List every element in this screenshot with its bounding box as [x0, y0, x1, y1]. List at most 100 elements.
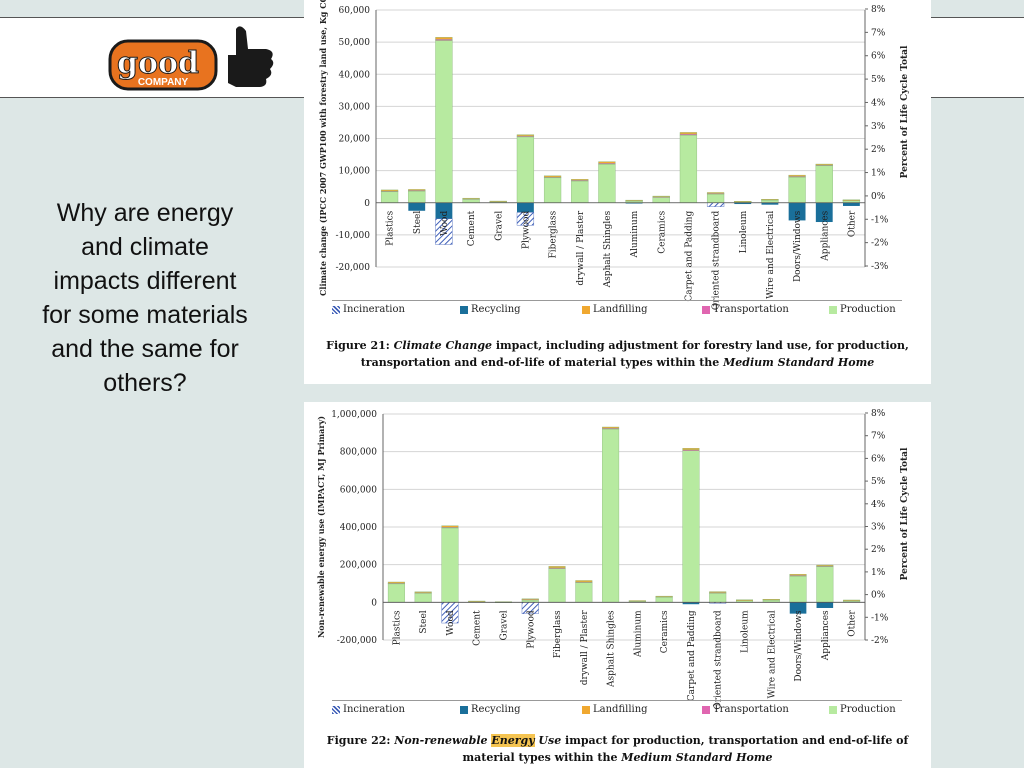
category-label: Plywood [521, 211, 531, 250]
y2-tick-label: 5% [871, 477, 886, 487]
bar-segment-production [575, 582, 593, 603]
bar-segment-landfilling [435, 37, 453, 40]
y2-tick-label: 7% [871, 28, 886, 38]
bar-segment-landfilling [543, 175, 562, 178]
y2-tick-label: 1% [871, 169, 886, 179]
y-tick-label: 40,000 [339, 70, 371, 80]
caption-title-highlight: Energy [491, 734, 535, 747]
y-tick-label: -200,000 [337, 636, 378, 646]
legend-label: Incineration [343, 304, 405, 315]
category-label: Doors/Windows [793, 210, 803, 282]
legend-label: Transportation [713, 304, 789, 315]
y2-tick-label: 8% [871, 5, 886, 15]
bar-segment-landfilling [682, 448, 700, 450]
bar-segment-production [408, 190, 426, 203]
legend-item-recycling: Recycling [460, 704, 521, 715]
bar-segment-landfilling [655, 595, 673, 598]
y2-tick-label: 3% [871, 523, 886, 533]
bar-segment-recycling [842, 202, 860, 206]
bar-segment-production [709, 592, 727, 603]
legend-swatch [582, 705, 590, 714]
bar-segment-landfilling [734, 201, 752, 203]
y2-tick-label: 1% [871, 568, 886, 578]
legend-item-production: Production [829, 304, 896, 315]
bar-segment-production [571, 180, 589, 203]
bar-segment-incineration [706, 202, 725, 207]
y-tick-label: 20,000 [339, 135, 371, 145]
y2-tick-label: -3% [871, 262, 889, 272]
bar-segment-production [387, 583, 405, 603]
bar-segment-landfilling [387, 581, 405, 584]
caption-fig-label: Figure 21: [326, 339, 390, 352]
question-text: Why are energy and climate impacts diffe… [42, 199, 248, 397]
legend-swatch [702, 305, 710, 314]
y-tick-label: 30,000 [339, 102, 371, 112]
bar-segment-recycling [435, 202, 453, 219]
bar-segment-landfilling [735, 599, 754, 601]
bar-segment-landfilling [816, 564, 834, 567]
bar-segment-production [788, 176, 806, 203]
y2-tick-label: 6% [871, 454, 886, 464]
bar-segment-recycling [816, 602, 834, 608]
y2-tick-label: 0% [871, 192, 886, 202]
bar-segment-incineration [516, 212, 535, 226]
category-label: Linoleum [739, 210, 749, 253]
y2-axis-label: Percent of Life Cycle Total [900, 45, 910, 178]
bar-segment-recycling [761, 202, 779, 205]
y-axis-label: Non-renewable energy use (IMPACT, MJ Pri… [316, 416, 326, 638]
y2-tick-label: -2% [871, 636, 889, 646]
caption-fig-label: Figure 22: [326, 734, 391, 747]
category-label: Gravel [500, 610, 510, 640]
y2-tick-label: 6% [871, 52, 886, 62]
caption-end: Medium Standard Home [621, 751, 773, 764]
y-tick-label: 400,000 [340, 523, 377, 533]
energy-use-chart: -200,000 0 200,000 400,000 600,000 800,000 1,0… [316, 409, 910, 710]
bar-segment-production [815, 165, 833, 203]
bar-segment-production [652, 196, 670, 203]
category-label: Wood [446, 610, 456, 635]
category-label: Asphalt Shingles [603, 210, 613, 288]
bar-segment-landfilling [815, 163, 833, 166]
y-tick-label: -10,000 [335, 231, 370, 241]
figure-21-caption: Figure 21: Climate Change impact, includ… [304, 337, 931, 371]
bar-segment-landfilling [598, 161, 616, 164]
bar-segment-production [441, 527, 459, 603]
bar-segment-production [414, 592, 432, 603]
bar-segment-production [682, 450, 700, 603]
bar-segment-landfilling [843, 599, 861, 601]
bar-segment-landfilling [789, 574, 807, 576]
y2-tick-label: -1% [871, 613, 889, 623]
caption-body: impact, including adjustment for forestr… [360, 339, 909, 369]
category-label: Aluminum [630, 210, 640, 258]
legend-swatch [460, 305, 468, 314]
y2-tick-label: 8% [871, 409, 886, 419]
y2-axis-label: Percent of Life Cycle Total [900, 447, 910, 580]
legend-label: Incineration [343, 704, 405, 715]
legend-item-production: Production [829, 704, 896, 715]
y2-tick-label: 7% [871, 432, 886, 442]
legend-swatch [332, 705, 340, 714]
category-label: Gravel [494, 211, 504, 241]
figure-21-panel: -20,000 -10,000 0 10,000 20,000 30,000 40,000 5… [304, 0, 931, 384]
bar-segment-landfilling [408, 189, 426, 191]
category-label: Doors/Windows [794, 610, 804, 682]
y2-tick-label: 4% [871, 98, 886, 108]
legend-item-landfilling: Landfilling [582, 304, 648, 315]
category-label: Cement [473, 610, 483, 646]
climate-change-chart: -20,000 -10,000 0 10,000 20,000 30,000 40,000 5… [318, 0, 910, 310]
category-label: Cement [467, 210, 477, 246]
caption-title: Climate Change [393, 339, 493, 352]
bar-segment-production [602, 428, 620, 603]
bar-segment-production [516, 136, 535, 203]
caption-title-a: Non-renewable [394, 734, 492, 747]
category-label: Plastics [386, 210, 396, 245]
legend-label: Production [840, 704, 896, 715]
category-label: Steel [413, 211, 423, 234]
y2-tick-label: 0% [871, 591, 886, 601]
thumbs-up-icon [228, 26, 274, 87]
category-label: Steel [419, 610, 429, 633]
category-label: Wire and Electrical [767, 610, 777, 698]
y2-tick-label: 5% [871, 75, 886, 85]
bar-segment-recycling [789, 602, 807, 614]
bar-segment-production [655, 596, 673, 603]
